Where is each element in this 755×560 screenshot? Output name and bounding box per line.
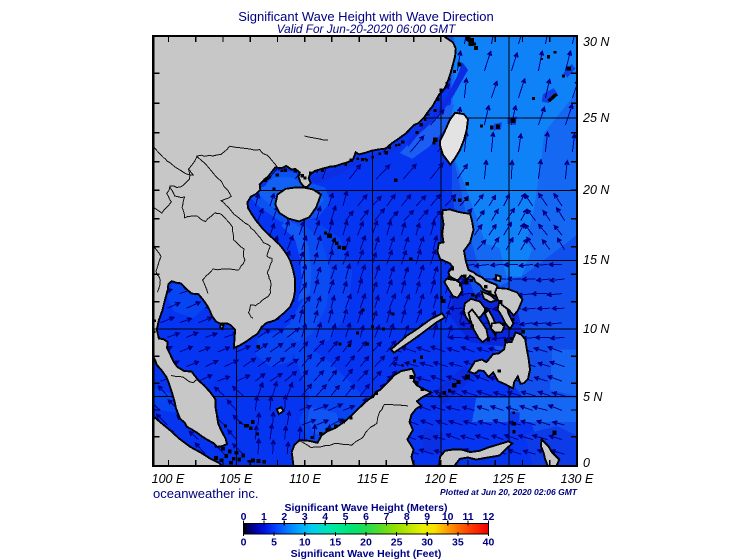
svg-text:0: 0	[241, 511, 247, 523]
svg-text:120 E: 120 E	[425, 472, 458, 486]
svg-text:6: 6	[363, 511, 369, 523]
svg-text:5 N: 5 N	[583, 390, 603, 404]
svg-text:Significant Wave Height (Feet): Significant Wave Height (Feet)	[291, 548, 442, 560]
svg-text:0: 0	[241, 537, 247, 549]
svg-text:10: 10	[442, 511, 454, 523]
svg-text:15: 15	[330, 537, 342, 549]
svg-text:5: 5	[271, 537, 277, 549]
svg-text:25 N: 25 N	[582, 111, 610, 125]
svg-text:8: 8	[404, 511, 410, 523]
svg-text:Plotted at Jun 20, 2020 02:06: Plotted at Jun 20, 2020 02:06 GMT	[440, 487, 578, 497]
svg-text:oceanweather inc.: oceanweather inc.	[153, 486, 259, 501]
svg-text:3: 3	[302, 511, 308, 523]
svg-text:Valid For Jun-20-2020 06:00 GM: Valid For Jun-20-2020 06:00 GMT	[277, 22, 456, 36]
svg-text:35: 35	[452, 537, 464, 549]
svg-text:30 N: 30 N	[583, 35, 610, 49]
svg-text:110 E: 110 E	[289, 472, 321, 486]
svg-text:130 E: 130 E	[561, 472, 594, 486]
svg-text:10: 10	[299, 537, 311, 549]
svg-text:10 N: 10 N	[583, 322, 610, 336]
svg-text:Significant Wave Height with W: Significant Wave Height with Wave Direct…	[238, 9, 494, 24]
svg-text:115 E: 115 E	[357, 472, 389, 486]
svg-text:11: 11	[463, 511, 474, 523]
svg-text:Significant Wave Height (Meter: Significant Wave Height (Meters)	[285, 502, 448, 514]
svg-text:2: 2	[281, 511, 287, 523]
svg-text:9: 9	[424, 511, 430, 523]
svg-text:100 E: 100 E	[152, 472, 185, 486]
svg-text:1: 1	[261, 511, 267, 523]
svg-text:40: 40	[483, 537, 495, 549]
svg-text:12: 12	[483, 511, 495, 523]
svg-text:20: 20	[360, 537, 372, 549]
svg-text:25: 25	[391, 537, 403, 549]
svg-text:30: 30	[421, 537, 433, 549]
svg-text:15 N: 15 N	[583, 253, 610, 267]
svg-text:4: 4	[322, 511, 328, 523]
svg-text:7: 7	[383, 511, 389, 523]
svg-text:125 E: 125 E	[493, 472, 526, 486]
svg-text:5: 5	[343, 511, 349, 523]
svg-text:0: 0	[583, 456, 590, 470]
svg-text:20 N: 20 N	[582, 183, 610, 197]
svg-text:105 E: 105 E	[220, 472, 253, 486]
